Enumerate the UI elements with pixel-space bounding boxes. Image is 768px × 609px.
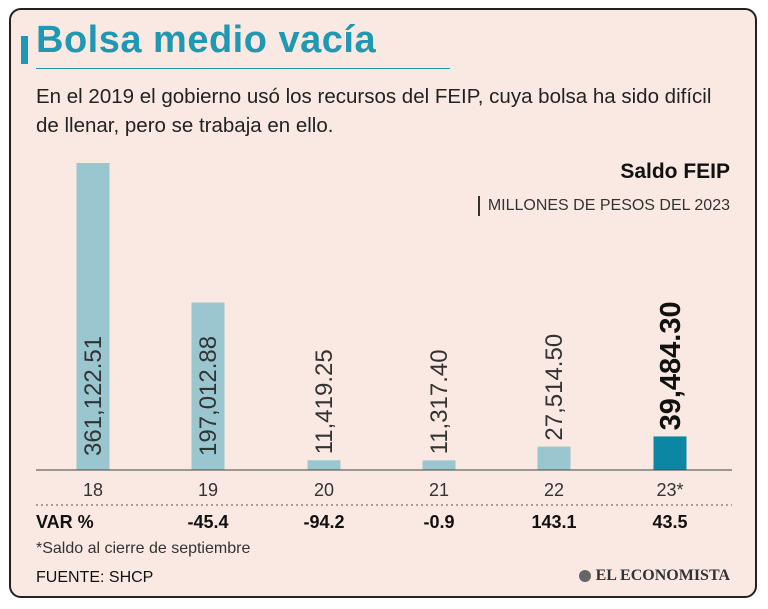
brand-logo: EL ECONOMISTA (578, 567, 730, 585)
bar-18 (76, 163, 110, 470)
var-value: -94.2 (303, 512, 344, 532)
var-value: -0.9 (423, 512, 454, 532)
x-tick-label: 20 (314, 480, 334, 500)
value-label: 27,514.50 (541, 334, 568, 441)
value-label: 361,122.51 (80, 336, 107, 456)
footnote: *Saldo al cierre de septiembre (36, 540, 251, 557)
value-label: 11,419.25 (311, 349, 338, 454)
brand-name: EL ECONOMISTA (595, 567, 730, 584)
subtitle: En el 2019 el gobierno usó los recursos … (36, 85, 712, 137)
chart-units: MILLONES DE PESOS DEL 2023 (477, 196, 730, 216)
var-value: -45.4 (187, 512, 228, 532)
bar-19 (191, 302, 225, 470)
chart-title: Saldo FEIP (620, 160, 730, 183)
var-label: VAR % (36, 512, 94, 532)
value-label: 197,012.88 (195, 336, 222, 456)
brand-icon (578, 570, 591, 582)
value-label: 39,484.30 (655, 301, 687, 430)
var-value: 43.5 (652, 512, 687, 532)
bar-22 (537, 446, 571, 470)
x-tick-label: 22 (544, 480, 564, 500)
bar-23 (653, 436, 687, 470)
x-tick-label: 18 (83, 480, 103, 500)
x-tick-label: 21 (429, 480, 449, 500)
source-label: FUENTE: SHCP (36, 569, 154, 586)
value-label: 11,317.40 (426, 349, 453, 454)
bar-21 (422, 460, 456, 470)
bar-20 (307, 460, 341, 470)
x-tick-label: 23* (656, 480, 683, 500)
title-divider (36, 68, 450, 69)
x-tick-label: 19 (198, 480, 218, 500)
infographic-card (9, 8, 757, 598)
title-accent-bar (21, 36, 28, 64)
var-value: 143.1 (531, 512, 576, 532)
page-title: Bolsa medio vacía (36, 19, 377, 61)
